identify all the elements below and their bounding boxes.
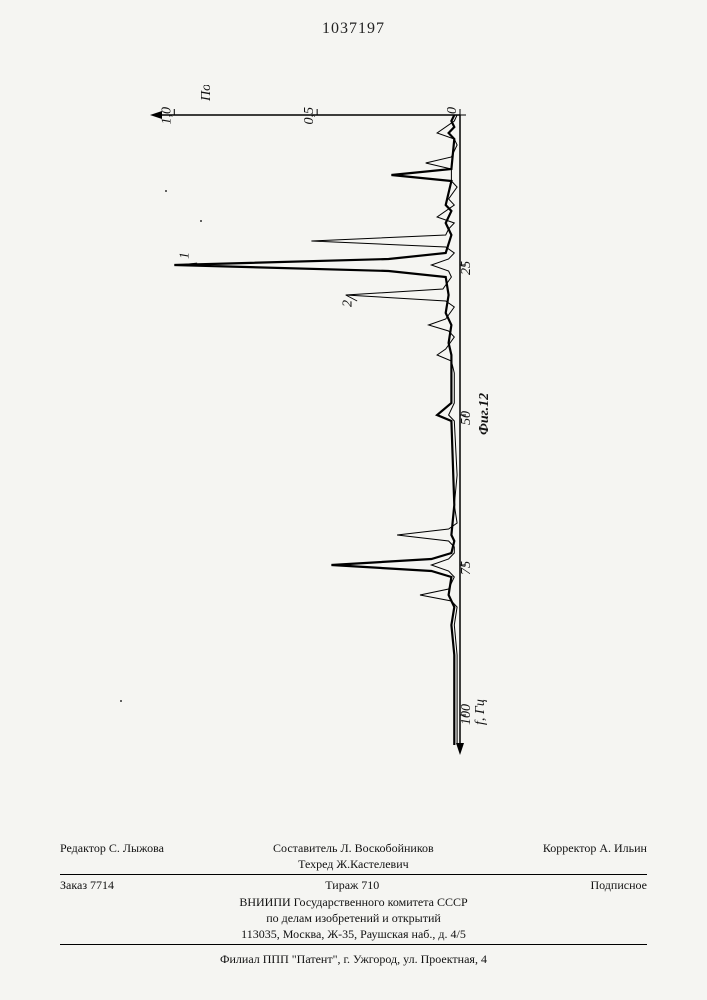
document-number: 1037197 [322,20,385,38]
svg-text:1: 1 [178,252,193,259]
publisher-line-2: по делам изобретений и открытий [266,910,441,926]
svg-text:Помеха/сигнал: Помеха/сигнал [199,85,214,102]
footer-rule-2 [60,944,647,945]
svg-text:1,0: 1,0 [159,107,174,125]
corrector-credit: Корректор А. Ильин [543,840,647,872]
compiler-credit: Составитель Л. Воскобойников [273,841,434,855]
svg-text:0,5: 0,5 [302,107,317,125]
svg-text:0: 0 [445,107,460,114]
page-root: 1037197 25 50 75 100 0 0,5 1,0 f, Гц Помеха/сигн… [0,0,707,1000]
footer-rule-1 [60,874,647,875]
print-noise [200,220,202,222]
print-noise [165,190,167,192]
svg-text:75: 75 [459,561,474,575]
branch-address: Филиал ППП "Патент", г. Ужгород, ул. Про… [220,951,487,967]
svg-text:50: 50 [459,411,474,425]
chart-svg: 25 50 75 100 0 0,5 1,0 f, Гц Помеха/сигнал Фиг.12… [130,85,500,785]
publisher-address: 113035, Москва, Ж-35, Раушская наб., д. … [241,926,466,942]
svg-text:Фиг.12: Фиг.12 [477,393,492,435]
print-noise [120,700,122,702]
techred-credit: Техред Ж.Кастелевич [298,857,409,871]
chart-figure-12: 25 50 75 100 0 0,5 1,0 f, Гц Помеха/сигнал Фиг.12… [130,85,500,785]
svg-text:f, Гц: f, Гц [473,699,488,725]
svg-text:25: 25 [459,261,474,275]
order-number: Заказ 7714 [60,877,114,893]
subscription-label: Подписное [590,877,647,893]
footer-block: Редактор С. Лыжова Составитель Л. Воскоб… [60,840,647,967]
print-run: Тираж 710 [325,877,379,893]
svg-text:2: 2 [340,300,355,307]
publisher-line-1: ВНИИПИ Государственного комитета СССР [239,894,467,910]
svg-text:100: 100 [459,704,474,725]
editor-credit: Редактор С. Лыжова [60,840,164,872]
